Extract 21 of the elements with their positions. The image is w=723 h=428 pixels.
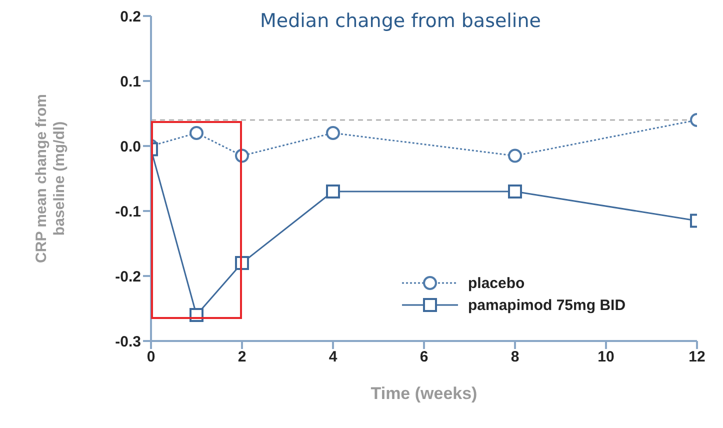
legend-label: placebo — [468, 274, 525, 292]
y-tick-label: -0.1 — [115, 203, 141, 220]
point — [326, 126, 340, 140]
x-tick-label: 0 — [146, 348, 156, 366]
x-tick-label: 6 — [420, 348, 428, 366]
x-axis-title: Time (weeks) — [370, 384, 478, 403]
y-tick-label: 0.0 — [120, 138, 141, 156]
x-tick-label: 4 — [328, 348, 338, 366]
x-tick-label: 8 — [510, 348, 520, 366]
y-tick-label: 0.2 — [120, 8, 141, 26]
y-tick-label: -0.3 — [115, 333, 141, 350]
x-tick-label: 12 — [688, 348, 706, 366]
x-tick-label: 10 — [598, 348, 614, 366]
point — [190, 126, 204, 140]
y-axis-title: CRP mean change from baseline (mg/dl) — [33, 94, 68, 263]
y-tick-label: -0.2 — [115, 268, 141, 286]
y-tick-label: 0.1 — [120, 73, 141, 90]
x-tick-label: 2 — [238, 348, 246, 366]
legend-label: pamapimod 75mg BID — [468, 296, 626, 314]
point — [326, 184, 340, 198]
chart-title: Median change from baseline — [260, 10, 541, 32]
